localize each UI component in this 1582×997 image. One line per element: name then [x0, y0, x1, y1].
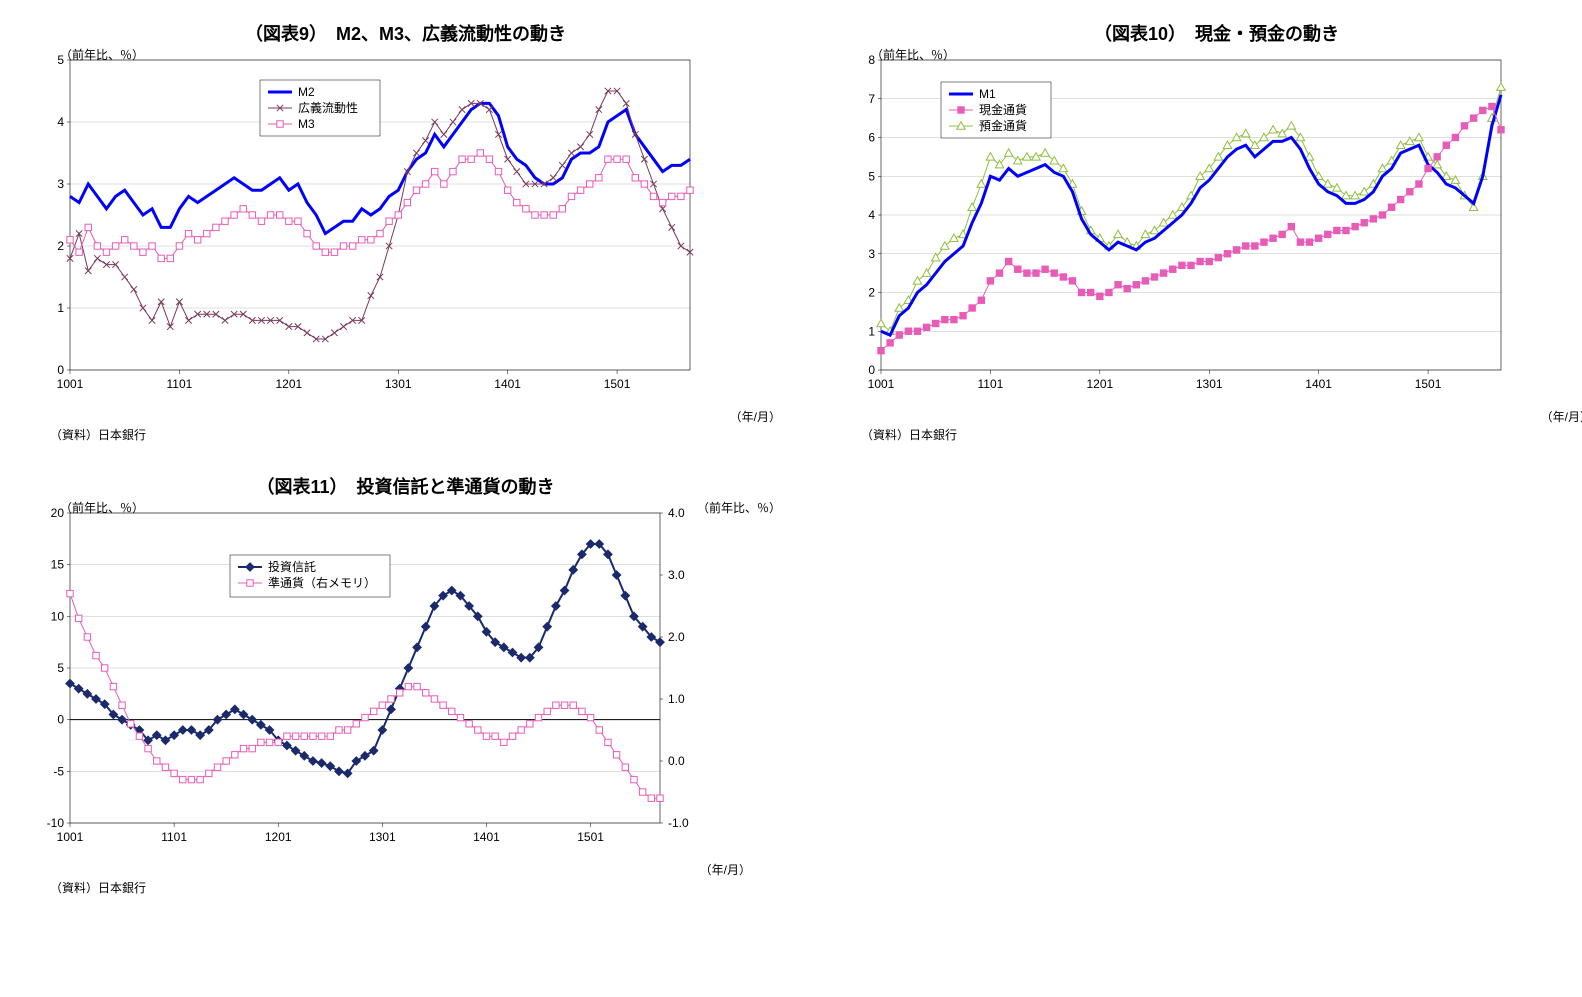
- svg-text:5: 5: [57, 661, 64, 675]
- svg-text:15: 15: [51, 558, 65, 572]
- svg-text:6: 6: [868, 131, 875, 145]
- svg-text:1501: 1501: [1415, 377, 1442, 391]
- chart-11-y2-unit: （前年比、％）: [697, 499, 781, 516]
- svg-text:3.0: 3.0: [668, 568, 685, 582]
- chart-11-title: （図表11） 投資信託と準通貨の動き: [20, 473, 791, 499]
- chart-11-x-unit: （年/月）: [700, 861, 751, 878]
- svg-text:1101: 1101: [167, 377, 193, 391]
- svg-text:現金通貨: 現金通貨: [979, 102, 1027, 117]
- svg-text:1401: 1401: [473, 830, 500, 844]
- svg-text:5: 5: [868, 169, 875, 183]
- svg-text:1101: 1101: [161, 830, 187, 844]
- chart-9-svg: 012345100111011201130114011501M2広義流動性M3: [20, 50, 720, 420]
- svg-text:広義流動性: 広義流動性: [298, 100, 358, 115]
- svg-text:1501: 1501: [577, 830, 604, 844]
- svg-text:0.0: 0.0: [668, 754, 685, 768]
- svg-text:1001: 1001: [868, 377, 895, 391]
- chart-9-source: （資料）日本銀行: [50, 426, 791, 443]
- svg-text:投資信託: 投資信託: [268, 559, 316, 574]
- chart-11: （図表11） 投資信託と準通貨の動き （前年比、％） （前年比、％） -10 -5…: [20, 473, 791, 896]
- chart-9-title: （図表9） M2、M3、広義流動性の動き: [20, 20, 791, 46]
- svg-text:1401: 1401: [494, 377, 521, 391]
- svg-text:1: 1: [868, 324, 875, 338]
- svg-text:-1.0: -1.0: [668, 816, 689, 830]
- svg-text:-10: -10: [47, 816, 65, 830]
- chart-11-source: （資料）日本銀行: [50, 879, 791, 896]
- svg-text:0: 0: [57, 363, 64, 377]
- svg-text:1301: 1301: [385, 377, 412, 391]
- svg-text:-5: -5: [53, 764, 64, 778]
- svg-text:1101: 1101: [978, 377, 1004, 391]
- svg-text:準通貨（右メモリ）: 準通貨（右メモリ）: [268, 575, 376, 590]
- svg-text:7: 7: [868, 92, 875, 106]
- chart-10: （図表10） 現金・預金の動き （前年比、％） 0123456781001110…: [831, 20, 1582, 443]
- svg-text:1201: 1201: [265, 830, 292, 844]
- svg-text:2.0: 2.0: [668, 630, 685, 644]
- svg-text:M3: M3: [298, 117, 315, 131]
- svg-text:1001: 1001: [57, 830, 84, 844]
- svg-text:1501: 1501: [604, 377, 631, 391]
- svg-text:3: 3: [868, 247, 875, 261]
- chart-11-svg: -10-505101520-1.00.01.02.03.04.010011101…: [20, 503, 720, 873]
- svg-text:1401: 1401: [1305, 377, 1332, 391]
- chart-10-title: （図表10） 現金・預金の動き: [831, 20, 1582, 46]
- svg-text:1: 1: [57, 301, 64, 315]
- chart-10-svg: 012345678100111011201130114011501M1現金通貨預…: [831, 50, 1531, 420]
- chart-9-x-unit: （年/月）: [730, 408, 781, 425]
- chart-9: （図表9） M2、M3、広義流動性の動き （前年比、％） 01234510011…: [20, 20, 791, 443]
- svg-text:1001: 1001: [57, 377, 84, 391]
- svg-text:1201: 1201: [1086, 377, 1113, 391]
- svg-text:2: 2: [57, 239, 64, 253]
- svg-text:4: 4: [868, 208, 875, 222]
- svg-text:M1: M1: [979, 87, 996, 101]
- svg-text:1201: 1201: [275, 377, 302, 391]
- svg-text:1301: 1301: [1196, 377, 1223, 391]
- svg-text:1301: 1301: [369, 830, 396, 844]
- chart-10-y-unit: （前年比、％）: [871, 46, 955, 63]
- svg-text:0: 0: [868, 363, 875, 377]
- chart-10-x-unit: （年/月）: [1541, 408, 1582, 425]
- svg-text:預金通貨: 預金通貨: [979, 118, 1027, 133]
- svg-text:4: 4: [57, 115, 64, 129]
- chart-9-y-unit: （前年比、％）: [60, 46, 144, 63]
- svg-text:0: 0: [57, 713, 64, 727]
- chart-10-source: （資料）日本銀行: [861, 426, 1582, 443]
- svg-text:4.0: 4.0: [668, 506, 685, 520]
- svg-text:10: 10: [51, 609, 65, 623]
- svg-text:1.0: 1.0: [668, 692, 685, 706]
- svg-text:3: 3: [57, 177, 64, 191]
- svg-text:M2: M2: [298, 85, 315, 99]
- chart-11-y-unit: （前年比、％）: [60, 499, 144, 516]
- svg-text:2: 2: [868, 286, 875, 300]
